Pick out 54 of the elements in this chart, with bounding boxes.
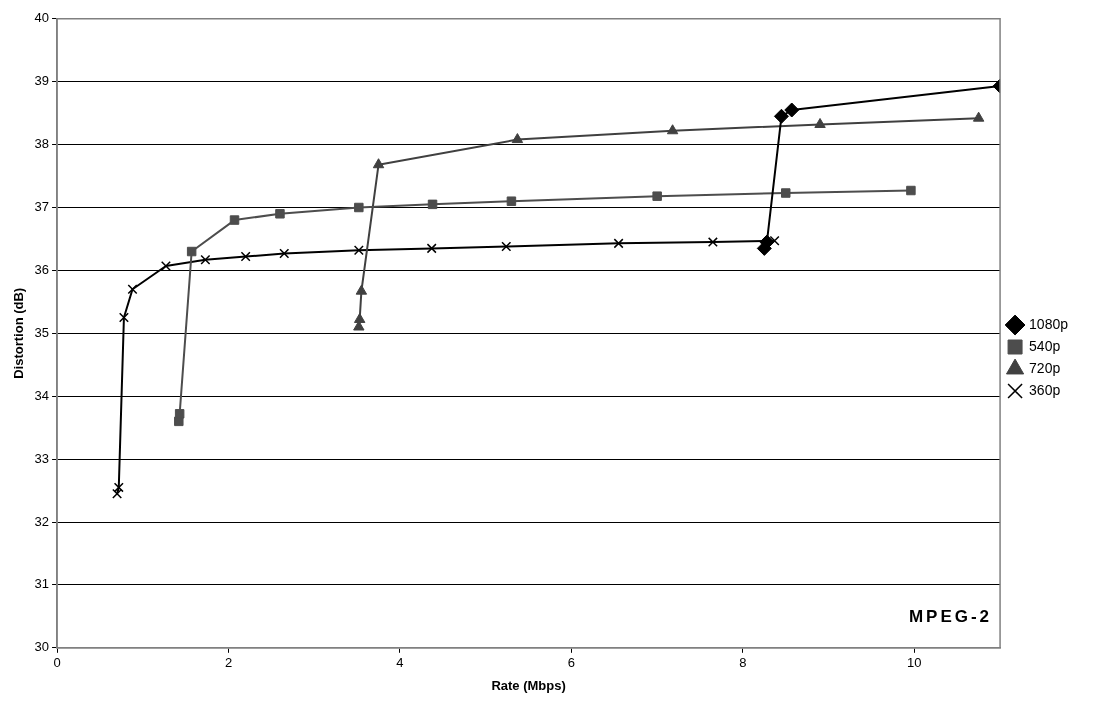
point [666, 124, 679, 135]
point [200, 254, 211, 265]
point [773, 108, 789, 124]
point [781, 188, 791, 198]
point [652, 191, 662, 201]
point [972, 111, 985, 122]
x-tick-label: 10 [907, 655, 922, 671]
y-tick-label: 38 [34, 136, 50, 152]
y-tick-label: 37 [34, 199, 50, 215]
point [814, 117, 826, 128]
point [707, 237, 718, 248]
x-tick-label: 6 [567, 655, 576, 671]
x-axis-title: Rate (Mbps) [491, 677, 566, 693]
legend-label: 360p [1029, 381, 1061, 398]
annotation: MPEG-2 [908, 606, 993, 626]
point [613, 238, 624, 249]
point [279, 248, 290, 259]
x-tick-label: 4 [396, 655, 404, 671]
point [506, 196, 517, 206]
point [160, 261, 171, 271]
point [275, 209, 285, 219]
y-tick-label: 39 [34, 73, 50, 89]
point [127, 284, 138, 295]
point [229, 215, 240, 225]
point [118, 312, 129, 323]
point [240, 251, 251, 262]
point [354, 202, 364, 213]
y-axis-title: Distortion (dB) [11, 287, 27, 379]
y-tick-label: 35 [34, 324, 50, 340]
y-tick-label: 31 [34, 576, 50, 592]
legend-label: 1080p [1029, 315, 1069, 332]
point [906, 185, 916, 196]
point [501, 241, 512, 252]
point [186, 246, 197, 257]
legend-label: 720p [1029, 359, 1061, 376]
point [174, 409, 185, 419]
point [426, 243, 437, 254]
point [427, 199, 438, 210]
y-tick-label: 36 [34, 261, 50, 277]
point [784, 102, 800, 118]
point [353, 245, 364, 256]
legend-label: 540p [1029, 337, 1061, 354]
x-tick-label: 2 [224, 655, 233, 671]
point [511, 133, 524, 144]
y-tick-label: 32 [34, 513, 50, 529]
x-tick-label: 8 [739, 655, 747, 671]
x-tick-label: 0 [53, 655, 61, 671]
y-tick-label: 40 [34, 10, 50, 26]
y-tick-label: 30 [34, 639, 50, 655]
point [355, 284, 368, 295]
point [372, 158, 385, 169]
y-tick-label: 34 [34, 387, 50, 403]
point [769, 235, 780, 246]
y-tick-label: 33 [34, 450, 50, 466]
